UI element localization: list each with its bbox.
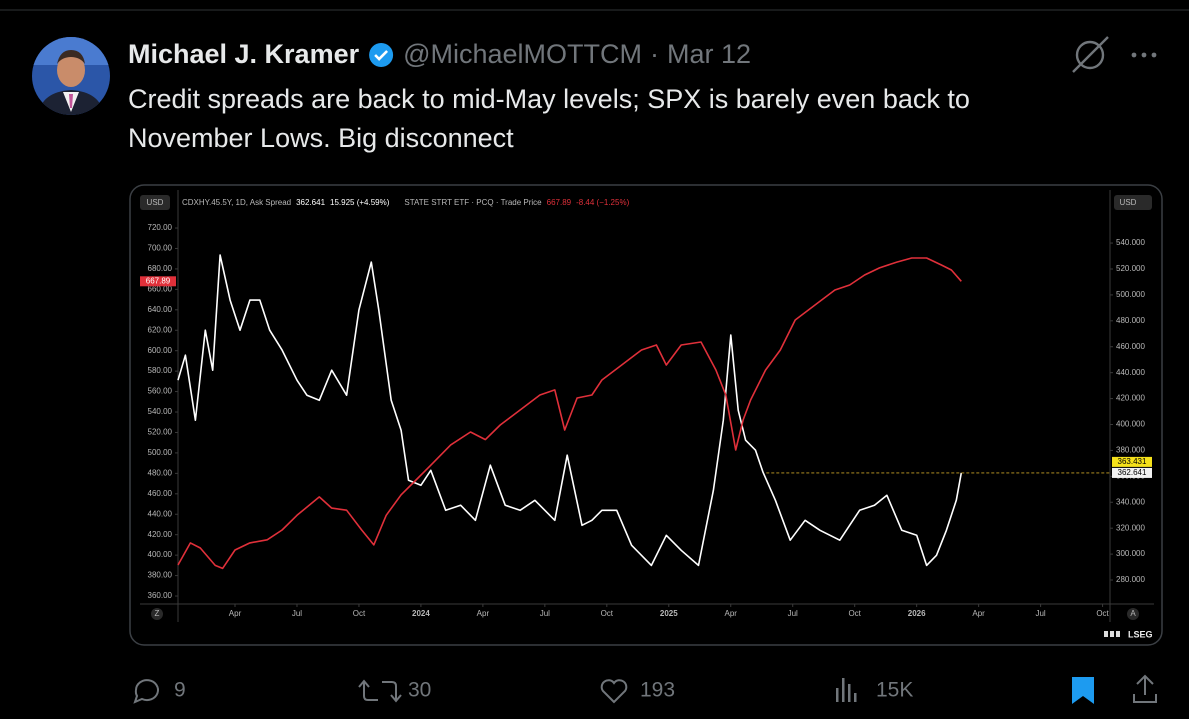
y-tick-label: 480.00 <box>148 468 173 477</box>
y-tick-label: 620.00 <box>148 325 173 334</box>
handle[interactable]: @MichaelMOTTCM <box>403 39 642 69</box>
legend-name: CDXHY.45.5Y, 1D, Ask Spread <box>182 198 291 207</box>
tweet-text: November Lows. Big disconnect <box>128 123 514 153</box>
currency-box <box>140 195 170 210</box>
verified-badge <box>369 43 394 67</box>
currency-box <box>1114 195 1152 210</box>
view-count: 15K <box>876 679 913 702</box>
x-tick-label: Jul <box>292 609 302 618</box>
x-tick-label: Oct <box>601 609 614 618</box>
legend-change: 15.925 (+4.59%) <box>330 198 390 207</box>
y2-tick-label: 440.000 <box>1116 368 1145 377</box>
y2-tick-label: 340.000 <box>1116 497 1145 506</box>
y-tick-label: 660.00 <box>148 284 173 293</box>
scale-button[interactable] <box>1127 608 1139 620</box>
reply-button[interactable]: 9 <box>133 679 186 704</box>
y-tick-label: 420.00 <box>148 530 173 539</box>
x-tick-label: Apr <box>725 609 738 618</box>
repost-count: 30 <box>408 679 431 702</box>
y-tick-label: 380.00 <box>148 571 173 580</box>
marker-tag <box>1112 456 1152 467</box>
y2-tick-label: 300.000 <box>1116 549 1145 558</box>
price-tag <box>1112 467 1152 478</box>
author-name[interactable]: Michael J. Kramer <box>128 39 360 69</box>
date[interactable]: Mar 12 <box>667 39 751 69</box>
grok-icon[interactable] <box>1072 36 1109 73</box>
y2-tick-label: 500.000 <box>1116 290 1145 299</box>
y2-tick-label: 400.000 <box>1116 420 1145 429</box>
like-count: 193 <box>640 679 675 702</box>
y2-tick-label: 320.000 <box>1116 523 1145 532</box>
x-tick-label: Apr <box>477 609 490 618</box>
x-tick-label: 2024 <box>412 609 430 618</box>
series-line <box>177 254 963 567</box>
y-tick-label: 500.00 <box>148 448 173 457</box>
y-tick-label: 680.00 <box>148 264 173 273</box>
legend-value: 362.641 <box>296 198 325 207</box>
y-tick-label: 540.00 <box>148 407 173 416</box>
x-tick-label: Jul <box>540 609 550 618</box>
series-line <box>177 257 962 570</box>
price-tag <box>140 276 176 287</box>
y-tick-label: 700.00 <box>148 244 173 253</box>
repost-button[interactable]: 30 <box>358 679 431 703</box>
y2-tick-label: 540.000 <box>1116 238 1145 247</box>
y-tick-label: 720.00 <box>148 223 173 232</box>
y-tick-label: 460.00 <box>148 489 173 498</box>
avatar[interactable] <box>30 35 112 117</box>
scale-button[interactable] <box>151 608 163 620</box>
y-tick-label: 360.00 <box>148 591 173 600</box>
currency-label: USD <box>1120 198 1137 207</box>
y2-tick-label: 420.000 <box>1116 394 1145 403</box>
y-tick-label: 600.00 <box>148 346 173 355</box>
x-tick-label: Jul <box>788 609 798 618</box>
x-tick-label: Oct <box>848 609 861 618</box>
tweet-text: Credit spreads are back to mid-May level… <box>128 84 970 114</box>
y2-tick-label: 460.000 <box>1116 342 1145 351</box>
scale-button-label[interactable]: Z <box>155 609 160 618</box>
x-tick-label: Jul <box>1035 609 1045 618</box>
y2-tick-label: 280.000 <box>1116 575 1145 584</box>
y-tick-label: 640.00 <box>148 305 173 314</box>
price-tag-label: 667.89 <box>146 276 171 285</box>
logo: LSEG <box>1128 629 1153 639</box>
chart: USD USD Z A LSEG 720.00 700.00 680.00 660.0… <box>140 190 1154 639</box>
marker-tag-label: 363.431 <box>1118 457 1147 466</box>
x-tick-label: Apr <box>229 609 242 618</box>
separator: · <box>650 39 659 69</box>
x-tick-label: Oct <box>353 609 366 618</box>
currency-label: USD <box>147 198 164 207</box>
x-tick-label: Oct <box>1096 609 1109 618</box>
price-tag-label: 362.641 <box>1118 468 1147 477</box>
legend-name: STATE STRT ETF · PCQ · Trade Price <box>404 198 542 207</box>
y-tick-label: 520.00 <box>148 428 173 437</box>
y-tick-label: 560.00 <box>148 387 173 396</box>
x-tick-label: 2026 <box>908 609 926 618</box>
y2-tick-label: 480.000 <box>1116 316 1145 325</box>
more-icon[interactable] <box>1131 52 1157 58</box>
logo-icon <box>1104 631 1120 637</box>
y-tick-label: 580.00 <box>148 366 173 375</box>
legend-change: -8.44 (−1.25%) <box>576 198 629 207</box>
y-tick-label: 440.00 <box>148 509 173 518</box>
x-tick-label: Apr <box>972 609 985 618</box>
views-button[interactable]: 15K <box>836 678 913 702</box>
like-button[interactable]: 193 <box>600 679 675 704</box>
y2-tick-label: 520.000 <box>1116 264 1145 273</box>
x-tick-label: 2025 <box>660 609 678 618</box>
y-tick-label: 400.00 <box>148 550 173 559</box>
scale-button-label[interactable]: A <box>1130 609 1136 618</box>
y2-tick-label: 380.000 <box>1116 446 1145 455</box>
reply-count: 9 <box>174 679 186 702</box>
bookmark-button[interactable] <box>1072 677 1094 704</box>
share-button[interactable] <box>1133 674 1157 703</box>
legend-value: 667.89 <box>547 198 572 207</box>
media-frame[interactable] <box>129 184 1163 646</box>
